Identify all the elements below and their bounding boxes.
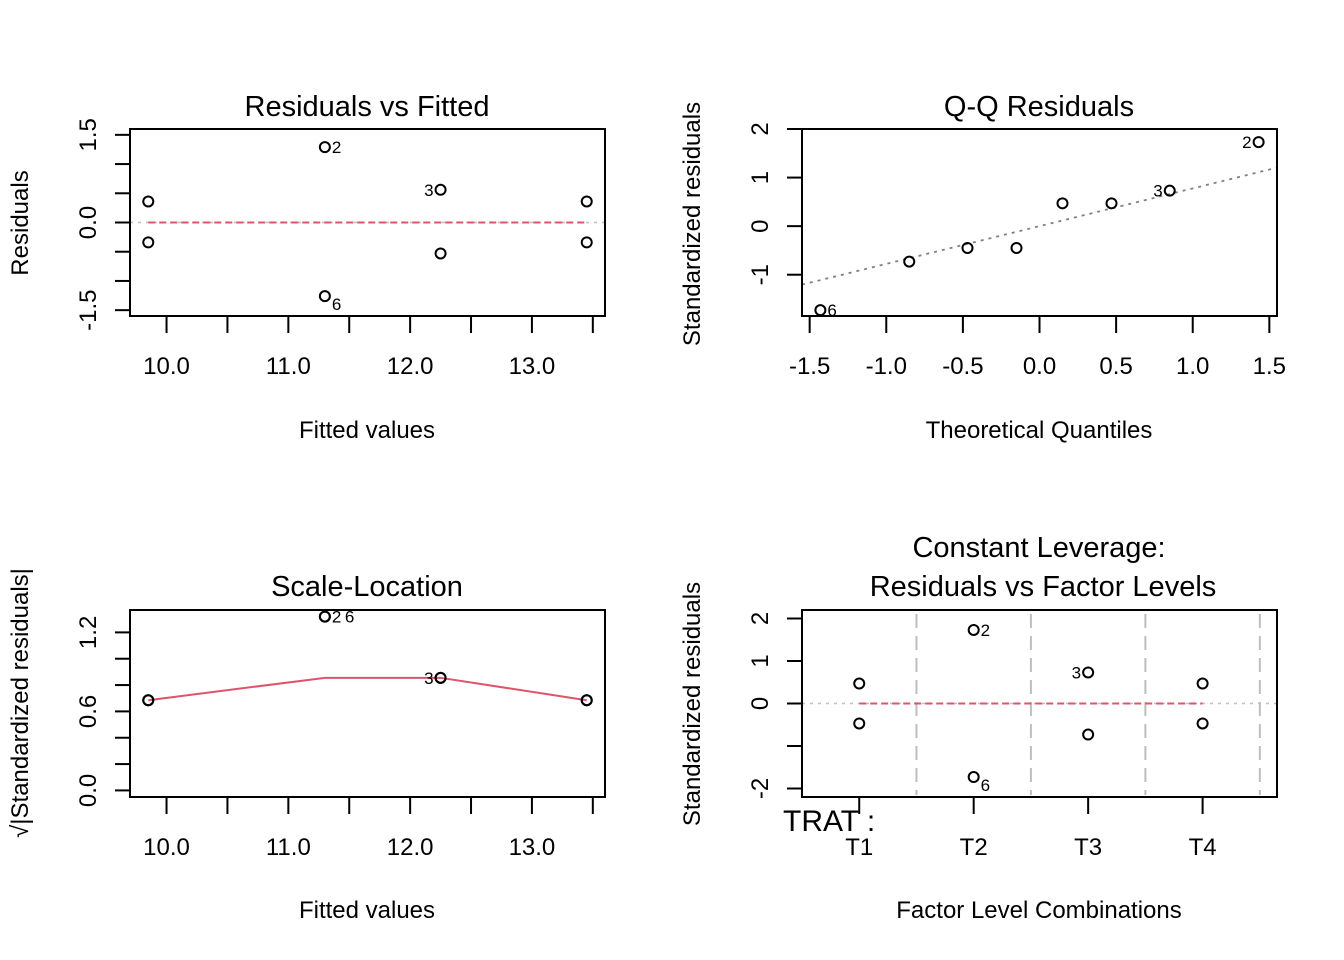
y-tick-label: 1	[747, 171, 774, 184]
x-tick-label: -0.5	[942, 353, 983, 380]
point-label: 2	[332, 138, 341, 157]
y-tick-label: 1.2	[75, 616, 102, 649]
point-label: 3	[1153, 182, 1162, 201]
y-tick-label: 1.5	[75, 118, 102, 151]
data-point	[1010, 242, 1023, 254]
data-point	[1252, 136, 1265, 149]
plot-frame	[129, 609, 606, 798]
panel-title: Scale-Location	[271, 571, 463, 603]
smoother-line	[148, 676, 587, 702]
x-tick-label: 1.5	[1253, 353, 1286, 380]
y-axis-label: Residuals	[7, 170, 34, 275]
y-tick-label: -2	[747, 778, 774, 799]
y-tick-label: 2	[747, 612, 774, 625]
residuals-vs-fitted-panel: Residuals vs Fitted Fitted values Residu…	[7, 91, 606, 444]
point-label: 6	[345, 608, 354, 627]
y-axis-label: √|Standardized residuals|	[7, 568, 34, 838]
y-tick-label: 0.6	[75, 695, 102, 728]
y-tick-label: 0.0	[75, 206, 102, 239]
x-tick-label: 0.5	[1099, 353, 1132, 380]
x-tick-label: 12.0	[387, 834, 434, 861]
qq-reference-line	[801, 166, 1278, 286]
x-axis-label: Factor Level Combinations	[896, 897, 1181, 924]
data-point	[1196, 717, 1209, 730]
point-label: 2	[332, 608, 341, 627]
data-point	[853, 717, 866, 730]
data-point	[814, 304, 827, 317]
point-label: 6	[332, 295, 341, 314]
data-point	[1105, 197, 1118, 210]
y-tick-label: 1	[747, 654, 774, 667]
y-tick-label: 0.0	[75, 774, 102, 807]
x-tick-label: T4	[1189, 834, 1217, 861]
x-tick-label: 11.0	[266, 353, 311, 380]
data-point	[1056, 197, 1069, 210]
data-point	[580, 236, 593, 249]
y-tick-label: 0	[747, 697, 774, 710]
x-axis-label: Fitted values	[299, 897, 435, 924]
x-axis-label: Fitted values	[299, 417, 435, 444]
y-tick-label: -1.5	[75, 289, 102, 330]
x-tick-label: 12.0	[387, 353, 434, 380]
data-point	[142, 694, 155, 707]
factor-name-label: TRAT :	[783, 805, 875, 838]
data-point	[967, 623, 980, 636]
point-label: 3	[424, 181, 433, 200]
x-tick-label: -1.0	[866, 353, 907, 380]
qq-residuals-panel: Q-Q Residuals Theoretical Quantiles Stan…	[679, 91, 1286, 444]
data-point	[318, 610, 331, 623]
data-point	[1196, 677, 1209, 690]
scale-location-panel: Scale-Location Fitted values √|Standardi…	[7, 568, 606, 924]
point-label: 6	[981, 776, 990, 795]
data-point	[434, 183, 447, 196]
x-tick-label: T3	[1074, 834, 1102, 861]
data-point	[1082, 666, 1095, 679]
x-axis-label: Theoretical Quantiles	[926, 417, 1153, 444]
data-point	[434, 247, 447, 260]
x-tick-label: 1.0	[1176, 353, 1209, 380]
data-point	[1163, 184, 1176, 197]
x-tick-label: 11.0	[266, 834, 311, 861]
data-point	[1082, 728, 1095, 741]
point-label: 3	[424, 669, 433, 688]
point-label: 3	[1072, 663, 1081, 682]
data-point	[580, 694, 593, 707]
y-axis-label: Standardized residuals	[679, 582, 706, 826]
data-point	[434, 671, 447, 684]
panel-subtitle: Residuals vs Factor Levels	[870, 571, 1217, 603]
panel-title: Q-Q Residuals	[944, 91, 1134, 123]
x-tick-label: 13.0	[509, 353, 556, 380]
panel-title: Constant Leverage:	[912, 532, 1165, 564]
data-point	[967, 771, 980, 784]
point-label: 2	[1242, 133, 1251, 152]
data-point	[318, 141, 331, 154]
x-tick-label: 10.0	[143, 834, 190, 861]
x-tick-label: 10.0	[143, 353, 190, 380]
x-tick-label: -1.5	[789, 353, 830, 380]
data-point	[853, 677, 866, 690]
plot-frame	[801, 128, 1278, 317]
residuals-vs-factor-levels-panel: Constant Leverage: Residuals vs Factor L…	[679, 532, 1278, 924]
data-point	[318, 290, 331, 303]
y-tick-label: 0	[747, 219, 774, 232]
x-tick-label: T1	[845, 834, 873, 861]
data-point	[142, 195, 155, 208]
point-label: 6	[827, 301, 836, 320]
x-tick-label: T2	[960, 834, 988, 861]
y-tick-label: -1	[747, 264, 774, 285]
panel-title: Residuals vs Fitted	[245, 91, 490, 123]
data-point	[142, 236, 155, 249]
y-axis-label: Standardized residuals	[679, 102, 706, 346]
data-point	[903, 255, 916, 268]
data-point	[961, 242, 974, 254]
data-point	[580, 195, 593, 208]
y-tick-label: 2	[747, 122, 774, 135]
x-tick-label: 13.0	[509, 834, 556, 861]
x-tick-label: 0.0	[1023, 353, 1056, 380]
point-label: 2	[981, 621, 990, 640]
